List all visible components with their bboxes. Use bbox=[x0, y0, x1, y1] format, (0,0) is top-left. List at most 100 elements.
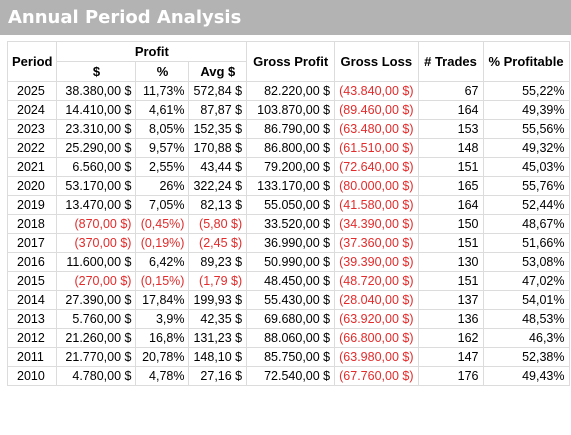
period-cell: 2022 bbox=[6, 138, 58, 158]
avg-profit-cell: (1,79 $) bbox=[188, 271, 248, 291]
profit-pct-cell: 16,8% bbox=[135, 328, 190, 348]
table-row[interactable]: 2020 53.170,00 $26% 322,24 $133.170,00 $ (8… bbox=[6, 176, 570, 196]
profit-pct-cell: 26% bbox=[135, 176, 190, 196]
pct-profitable-cell: 49,39% bbox=[482, 100, 570, 120]
profit-usd-cell: (370,00 $) bbox=[56, 233, 137, 253]
gross-loss-cell: (43.840,00 $) bbox=[334, 81, 419, 101]
profit-pct-cell: 9,57% bbox=[135, 138, 190, 158]
period-cell: 2020 bbox=[6, 176, 58, 196]
header-gross-profit[interactable]: Gross Profit bbox=[246, 41, 336, 82]
table-row[interactable]: 2017 (370,00 $) (0,19%) (2,45 $) 36.990,00 $… bbox=[6, 233, 570, 253]
header-gross-loss[interactable]: Gross Loss bbox=[334, 41, 419, 82]
pct-profitable-cell: 47,02% bbox=[482, 271, 570, 291]
pct-profitable-cell: 48,67% bbox=[482, 214, 570, 234]
table-row[interactable]: 2011 21.770,00 $20,78% 148,10 $85.750,00 $… bbox=[6, 347, 570, 367]
profit-usd-cell: 4.780,00 $ bbox=[56, 366, 137, 386]
gross-profit-cell: 55.050,00 $ bbox=[246, 195, 336, 215]
pct-profitable-cell: 52,38% bbox=[482, 347, 570, 367]
profit-usd-cell: 6.560,00 $ bbox=[56, 157, 137, 177]
annual-analysis-table: Period Profit Gross Profit Gross Loss # … bbox=[6, 41, 570, 386]
avg-profit-cell: (5,80 $) bbox=[188, 214, 248, 234]
avg-profit-cell: 199,93 $ bbox=[188, 290, 248, 310]
profit-usd-cell: (870,00 $) bbox=[56, 214, 137, 234]
gross-loss-cell: (63.920,00 $) bbox=[334, 309, 419, 329]
pct-profitable-cell: 52,44% bbox=[482, 195, 570, 215]
trades-cell: 148 bbox=[417, 138, 484, 158]
trades-cell: 130 bbox=[417, 252, 484, 272]
profit-pct-cell: 4,78% bbox=[135, 366, 190, 386]
avg-profit-cell: 43,44 $ bbox=[188, 157, 248, 177]
trades-cell: 150 bbox=[417, 214, 484, 234]
gross-loss-cell: (61.510,00 $) bbox=[334, 138, 419, 158]
pct-profitable-cell: 54,01% bbox=[482, 290, 570, 310]
avg-profit-cell: 27,16 $ bbox=[188, 366, 248, 386]
table-row[interactable]: 2018 (870,00 $) (0,45%) (5,80 $) 33.520,00 $… bbox=[6, 214, 570, 234]
profit-pct-cell: 11,73% bbox=[135, 81, 190, 101]
gross-profit-cell: 48.450,00 $ bbox=[246, 271, 336, 291]
trades-cell: 151 bbox=[417, 271, 484, 291]
period-cell: 2019 bbox=[6, 195, 58, 215]
table-row[interactable]: 2023 23.310,00 $8,05% 152,35 $86.790,00 $(… bbox=[6, 119, 570, 139]
trades-cell: 164 bbox=[417, 100, 484, 120]
profit-usd-cell: 21.260,00 $ bbox=[56, 328, 137, 348]
gross-loss-cell: (34.390,00 $) bbox=[334, 214, 419, 234]
profit-pct-cell: 3,9% bbox=[135, 309, 190, 329]
pct-profitable-cell: 53,08% bbox=[482, 252, 570, 272]
table-row[interactable]: 2016 11.600,00 $6,42% 89,23 $50.990,00 $ (3… bbox=[6, 252, 570, 272]
table-row[interactable]: 2025 38.380,00 $11,73% 572,84 $82.220,00 $… bbox=[6, 81, 570, 101]
profit-pct-cell: 17,84% bbox=[135, 290, 190, 310]
profit-usd-cell: (270,00 $) bbox=[56, 271, 137, 291]
gross-loss-cell: (48.720,00 $) bbox=[334, 271, 419, 291]
table-row[interactable]: 2014 27.390,00 $17,84% 199,93 $55.430,00 $… bbox=[6, 290, 570, 310]
avg-profit-cell: 42,35 $ bbox=[188, 309, 248, 329]
table-row[interactable]: 2019 13.470,00 $7,05% 82,13 $55.050,00 $ (4… bbox=[6, 195, 570, 215]
avg-profit-cell: 170,88 $ bbox=[188, 138, 248, 158]
pct-profitable-cell: 55,56% bbox=[482, 119, 570, 139]
gross-profit-cell: 85.750,00 $ bbox=[246, 347, 336, 367]
trades-cell: 151 bbox=[417, 233, 484, 253]
pct-profitable-cell: 55,22% bbox=[482, 81, 570, 101]
period-cell: 2010 bbox=[6, 366, 58, 386]
period-cell: 2021 bbox=[6, 157, 58, 177]
header-avg[interactable]: Avg $ bbox=[188, 61, 248, 82]
pct-profitable-cell: 49,32% bbox=[482, 138, 570, 158]
period-cell: 2011 bbox=[6, 347, 58, 367]
table-row[interactable]: 2013 5.760,00 $3,9% 42,35 $69.680,00 $ (63.… bbox=[6, 309, 570, 329]
gross-profit-cell: 86.800,00 $ bbox=[246, 138, 336, 158]
table-row[interactable]: 2021 6.560,00 $2,55% 43,44 $79.200,00 $ (72… bbox=[6, 157, 570, 177]
header-period[interactable]: Period bbox=[6, 41, 58, 82]
profit-usd-cell: 53.170,00 $ bbox=[56, 176, 137, 196]
pct-profitable-cell: 51,66% bbox=[482, 233, 570, 253]
pct-profitable-cell: 48,53% bbox=[482, 309, 570, 329]
pct-profitable-cell: 45,03% bbox=[482, 157, 570, 177]
gross-loss-cell: (67.760,00 $) bbox=[334, 366, 419, 386]
header-profit-pct[interactable]: % bbox=[135, 61, 190, 82]
gross-loss-cell: (28.040,00 $) bbox=[334, 290, 419, 310]
profit-pct-cell: (0,45%) bbox=[135, 214, 190, 234]
gross-profit-cell: 103.870,00 $ bbox=[246, 100, 336, 120]
header-trades[interactable]: # Trades bbox=[417, 41, 484, 82]
header-pct-profitable[interactable]: % Profitable bbox=[482, 41, 570, 82]
gross-profit-cell: 72.540,00 $ bbox=[246, 366, 336, 386]
gross-loss-cell: (39.390,00 $) bbox=[334, 252, 419, 272]
pct-profitable-cell: 55,76% bbox=[482, 176, 570, 196]
period-cell: 2025 bbox=[6, 81, 58, 101]
avg-profit-cell: 87,87 $ bbox=[188, 100, 248, 120]
profit-pct-cell: 7,05% bbox=[135, 195, 190, 215]
table-row[interactable]: 2024 14.410,00 $4,61% 87,87 $103.870,00 $(… bbox=[6, 100, 570, 120]
gross-loss-cell: (72.640,00 $) bbox=[334, 157, 419, 177]
gross-loss-cell: (63.480,00 $) bbox=[334, 119, 419, 139]
gross-loss-cell: (37.360,00 $) bbox=[334, 233, 419, 253]
profit-pct-cell: 20,78% bbox=[135, 347, 190, 367]
avg-profit-cell: 152,35 $ bbox=[188, 119, 248, 139]
gross-loss-cell: (89.460,00 $) bbox=[334, 100, 419, 120]
header-profit-group: Profit bbox=[56, 41, 248, 62]
profit-pct-cell: 8,05% bbox=[135, 119, 190, 139]
gross-profit-cell: 79.200,00 $ bbox=[246, 157, 336, 177]
table-row[interactable]: 2010 4.780,00 $4,78% 27,16 $72.540,00 $ (67… bbox=[6, 366, 570, 386]
table-row[interactable]: 2015 (270,00 $) (0,15%) (1,79 $) 48.450,00 $… bbox=[6, 271, 570, 291]
table-row[interactable]: 2022 25.290,00 $9,57% 170,88 $86.800,00 $(… bbox=[6, 138, 570, 158]
table-row[interactable]: 2012 21.260,00 $16,8% 131,23 $88.060,00 $(… bbox=[6, 328, 570, 348]
header-profit-usd[interactable]: $ bbox=[56, 61, 137, 82]
table-body: 2025 38.380,00 $11,73% 572,84 $82.220,00 $… bbox=[6, 81, 570, 386]
